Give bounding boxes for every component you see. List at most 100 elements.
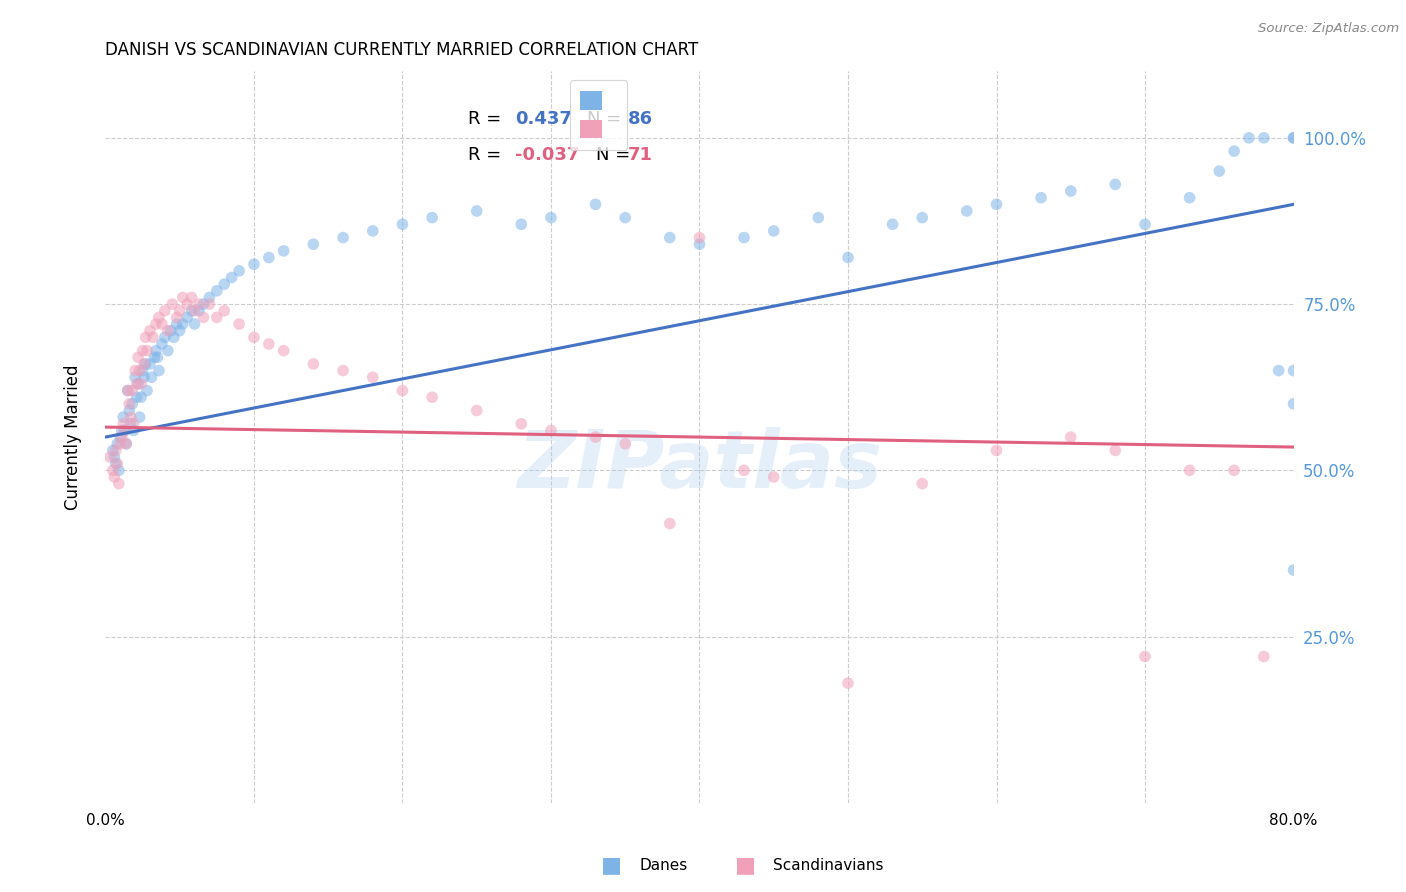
Point bbox=[1253, 649, 1275, 664]
Point bbox=[131, 363, 153, 377]
Point bbox=[540, 211, 562, 225]
Point bbox=[103, 450, 125, 464]
Point bbox=[1060, 184, 1083, 198]
Point bbox=[332, 230, 354, 244]
Point bbox=[198, 290, 221, 304]
Point bbox=[614, 211, 637, 225]
Point bbox=[1208, 164, 1230, 178]
Point bbox=[273, 244, 295, 258]
Point bbox=[205, 284, 228, 298]
Point bbox=[214, 277, 236, 292]
Point bbox=[658, 516, 681, 531]
Point bbox=[104, 457, 127, 471]
Point bbox=[193, 297, 215, 311]
Point bbox=[807, 211, 830, 225]
Point bbox=[112, 410, 135, 425]
Point bbox=[585, 197, 607, 211]
Point bbox=[139, 357, 162, 371]
Point bbox=[166, 317, 188, 331]
Point bbox=[132, 370, 155, 384]
Point bbox=[156, 343, 179, 358]
Point bbox=[124, 370, 146, 384]
Point bbox=[110, 430, 132, 444]
Point bbox=[141, 370, 163, 384]
Point bbox=[122, 417, 145, 431]
Point bbox=[150, 317, 173, 331]
Point bbox=[180, 290, 202, 304]
Point bbox=[273, 343, 295, 358]
Point bbox=[118, 397, 141, 411]
Point bbox=[156, 324, 179, 338]
Point bbox=[614, 436, 637, 450]
Point bbox=[882, 217, 904, 231]
Point bbox=[115, 436, 138, 450]
Point bbox=[120, 417, 142, 431]
Point bbox=[1104, 178, 1126, 192]
Point bbox=[221, 270, 243, 285]
Point bbox=[135, 330, 157, 344]
Text: -0.037: -0.037 bbox=[516, 146, 579, 164]
Point bbox=[125, 390, 148, 404]
Point bbox=[132, 357, 155, 371]
Point bbox=[391, 217, 413, 231]
Point bbox=[228, 317, 250, 331]
Point bbox=[127, 376, 149, 391]
Point bbox=[150, 337, 173, 351]
Point bbox=[1133, 649, 1156, 664]
Point bbox=[243, 330, 266, 344]
Point bbox=[510, 217, 533, 231]
Point bbox=[129, 390, 152, 404]
Point bbox=[391, 384, 413, 398]
Point bbox=[1178, 191, 1201, 205]
Point bbox=[153, 330, 176, 344]
Point bbox=[257, 337, 280, 351]
Point bbox=[956, 204, 979, 219]
Point bbox=[117, 384, 139, 398]
Text: DANISH VS SCANDINAVIAN CURRENTLY MARRIED CORRELATION CHART: DANISH VS SCANDINAVIAN CURRENTLY MARRIED… bbox=[105, 41, 699, 59]
Text: Danes: Danes bbox=[640, 858, 688, 872]
Legend: , : , bbox=[569, 80, 627, 150]
Point bbox=[145, 317, 167, 331]
Text: Scandinavians: Scandinavians bbox=[773, 858, 884, 872]
Point bbox=[105, 436, 128, 450]
Text: N =: N = bbox=[596, 146, 636, 164]
Point bbox=[689, 237, 711, 252]
Point bbox=[332, 363, 354, 377]
Point bbox=[837, 676, 859, 690]
Point bbox=[510, 417, 533, 431]
Text: ■: ■ bbox=[735, 855, 755, 875]
Point bbox=[183, 303, 205, 318]
Point bbox=[420, 211, 443, 225]
Y-axis label: Currently Married: Currently Married bbox=[63, 364, 82, 510]
Point bbox=[159, 324, 181, 338]
Point bbox=[163, 330, 186, 344]
Point bbox=[1104, 443, 1126, 458]
Text: Source: ZipAtlas.com: Source: ZipAtlas.com bbox=[1258, 22, 1399, 36]
Point bbox=[911, 476, 934, 491]
Point bbox=[180, 303, 202, 318]
Point bbox=[198, 297, 221, 311]
Point bbox=[169, 303, 191, 318]
Text: ■: ■ bbox=[602, 855, 621, 875]
Point bbox=[103, 470, 125, 484]
Point bbox=[162, 297, 184, 311]
Point bbox=[733, 463, 755, 477]
Text: 71: 71 bbox=[628, 146, 654, 164]
Point bbox=[124, 363, 146, 377]
Point bbox=[837, 251, 859, 265]
Point bbox=[148, 310, 170, 325]
Point bbox=[143, 351, 166, 365]
Point bbox=[1223, 463, 1246, 477]
Point bbox=[465, 204, 488, 219]
Point bbox=[111, 430, 134, 444]
Point bbox=[104, 443, 127, 458]
Point bbox=[689, 230, 711, 244]
Point bbox=[101, 463, 124, 477]
Point bbox=[302, 237, 325, 252]
Point bbox=[169, 324, 191, 338]
Point bbox=[121, 384, 143, 398]
Point bbox=[125, 376, 148, 391]
Point bbox=[136, 343, 159, 358]
Point bbox=[733, 230, 755, 244]
Point bbox=[122, 424, 145, 438]
